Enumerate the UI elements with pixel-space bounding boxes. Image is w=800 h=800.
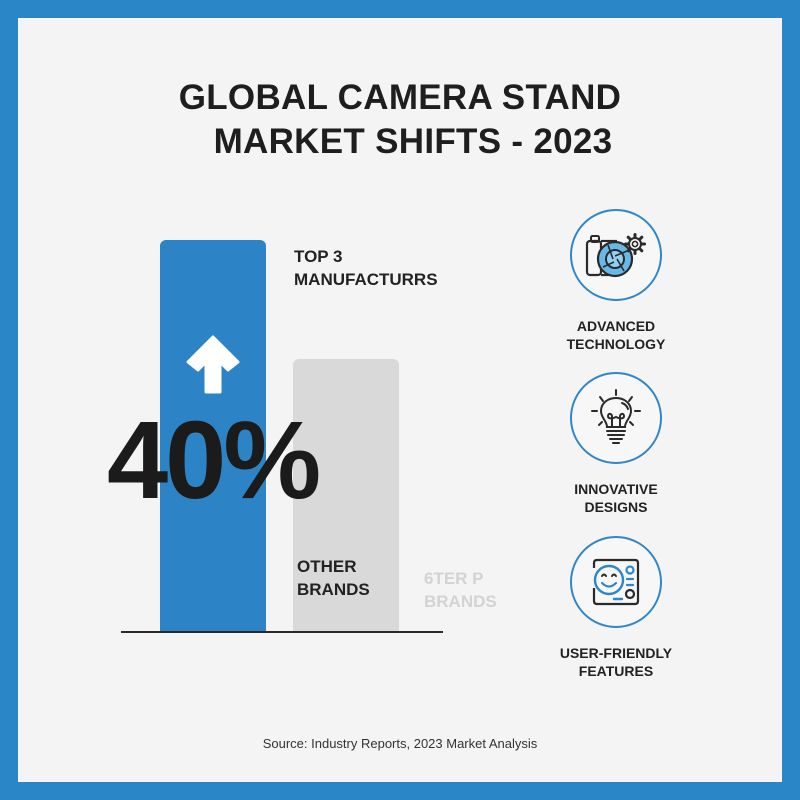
bar-other-brands	[293, 359, 399, 632]
bar-top-3-manufacturers	[160, 240, 266, 632]
bar-label-line-2: BRANDS	[297, 580, 370, 599]
chart-baseline	[121, 631, 443, 633]
bar-label-line-2: MANUFACTURRS	[294, 270, 438, 289]
ghost-label-line-2: BRANDS	[424, 592, 497, 611]
bar-label-line-1: TOP 3	[294, 247, 343, 266]
feature-advanced-technology: ADVANCED TECHNOLOGY	[544, 209, 688, 353]
ghost-label-line-1: 6TER P	[424, 569, 484, 588]
page-title: GLOBAL CAMERA STAND MARKET SHIFTS - 2023	[18, 76, 782, 164]
feature-label-line-1: ADVANCED	[576, 318, 656, 334]
title-line-1: GLOBAL CAMERA STAND	[178, 78, 622, 117]
feature-label-line-2: DESIGNS	[584, 499, 648, 515]
feature-label-line-2: FEATURES	[578, 663, 654, 679]
infographic-canvas: GLOBAL CAMERA STAND MARKET SHIFTS - 2023…	[18, 18, 782, 782]
main-stat-value: 40%	[107, 399, 321, 522]
feature-label-line-1: USER-FRIENDLY	[559, 645, 673, 661]
feature-label: INNOVATIVE DESIGNS	[544, 480, 688, 516]
source-note: Source: Industry Reports, 2023 Market An…	[262, 736, 538, 751]
feature-innovative-designs: INNOVATIVE DESIGNS	[544, 372, 688, 516]
bar-label-line-1: OTHER	[297, 557, 357, 576]
feature-icon-circle	[570, 536, 662, 628]
feature-icon-circle	[570, 372, 662, 464]
camera-gear-icon	[585, 233, 646, 278]
feature-label: ADVANCED TECHNOLOGY	[544, 317, 688, 353]
feature-label-line-1: INNOVATIVE	[574, 481, 658, 497]
feature-icon-circle	[570, 209, 662, 301]
feature-label-line-2: TECHNOLOGY	[566, 336, 666, 352]
feature-label: USER-FRIENDLY FEATURES	[544, 644, 688, 680]
lightbulb-icon	[591, 389, 641, 444]
bar-label-other-brands: OTHER BRANDS	[297, 555, 370, 601]
feature-user-friendly-features: USER-FRIENDLY FEATURES	[544, 536, 688, 680]
bar-label-top-3: TOP 3 MANUFACTURRS	[294, 245, 438, 291]
arrow-up-icon	[186, 335, 240, 394]
smiley-device-icon	[592, 558, 640, 606]
title-line-2: MARKET SHIFTS - 2023	[213, 122, 613, 161]
ghost-label: 6TER P BRANDS	[424, 567, 497, 613]
